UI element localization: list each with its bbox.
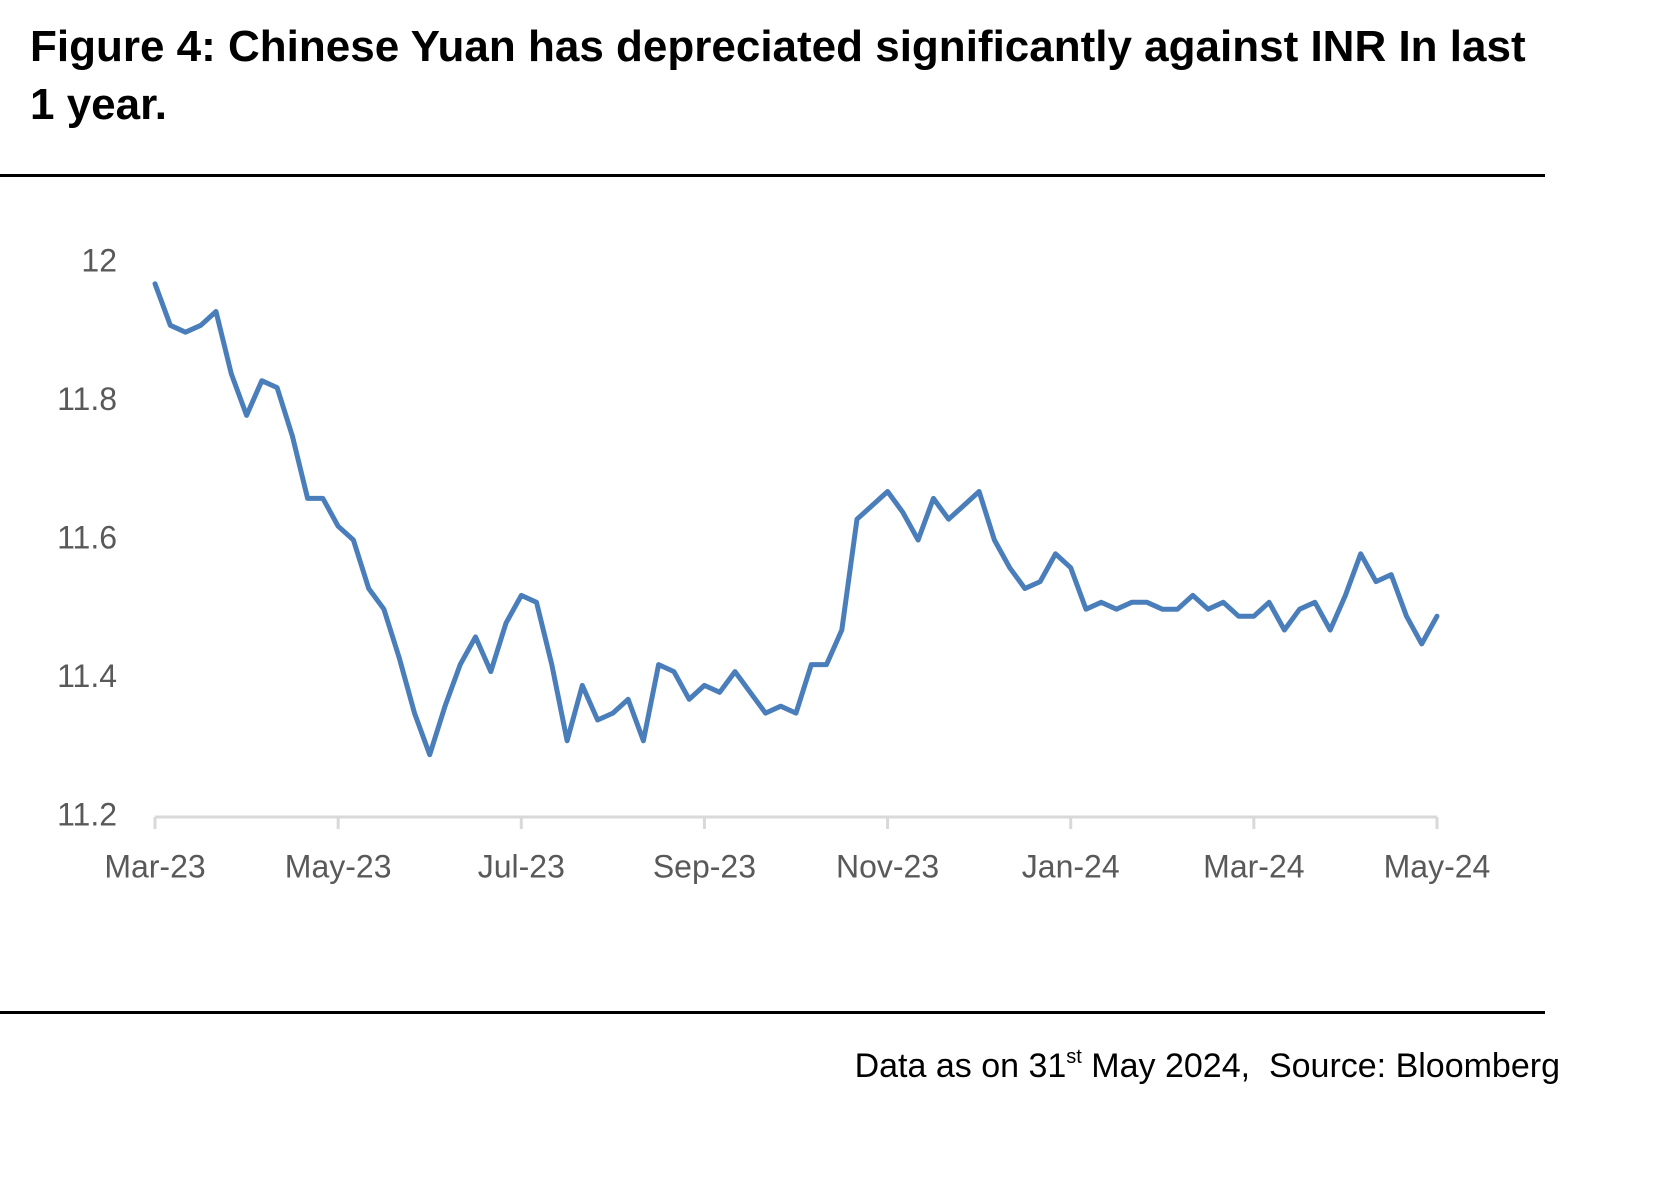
x-tick-label: Jan-24: [1022, 848, 1120, 884]
y-tick-label: 12: [81, 242, 117, 278]
source-rest: May 2024, Source: Bloomberg: [1081, 1047, 1560, 1085]
y-tick-label: 11.2: [57, 796, 117, 832]
x-tick-label: Mar-23: [104, 848, 205, 884]
y-tick-label: 11.4: [57, 658, 117, 694]
bottom-rule: [0, 1011, 1545, 1014]
x-tick-label: Nov-23: [836, 848, 939, 884]
x-tick-label: May-23: [285, 848, 392, 884]
x-tick-label: Mar-24: [1203, 848, 1304, 884]
source-sup: st: [1066, 1046, 1082, 1068]
top-rule: [0, 174, 1545, 177]
y-tick-label: 11.8: [57, 381, 117, 417]
y-tick-label: 11.6: [57, 519, 117, 555]
x-tick-label: Sep-23: [653, 848, 756, 884]
chart-title: Figure 4: Chinese Yuan has depreciated s…: [30, 22, 1526, 129]
data-line: [152, 281, 1440, 758]
x-tick-label: Jul-23: [478, 848, 565, 884]
chart: 11.2 11.4 11.6 11.8 12 Mar-23 May-23 Jul-23 Sep-…: [57, 242, 1491, 884]
source-text: Data as on 31: [854, 1047, 1067, 1085]
source-note: Data as on 31st May 2024, Source: Bloomb…: [855, 1046, 1560, 1086]
x-tick-label: May-24: [1384, 848, 1491, 884]
